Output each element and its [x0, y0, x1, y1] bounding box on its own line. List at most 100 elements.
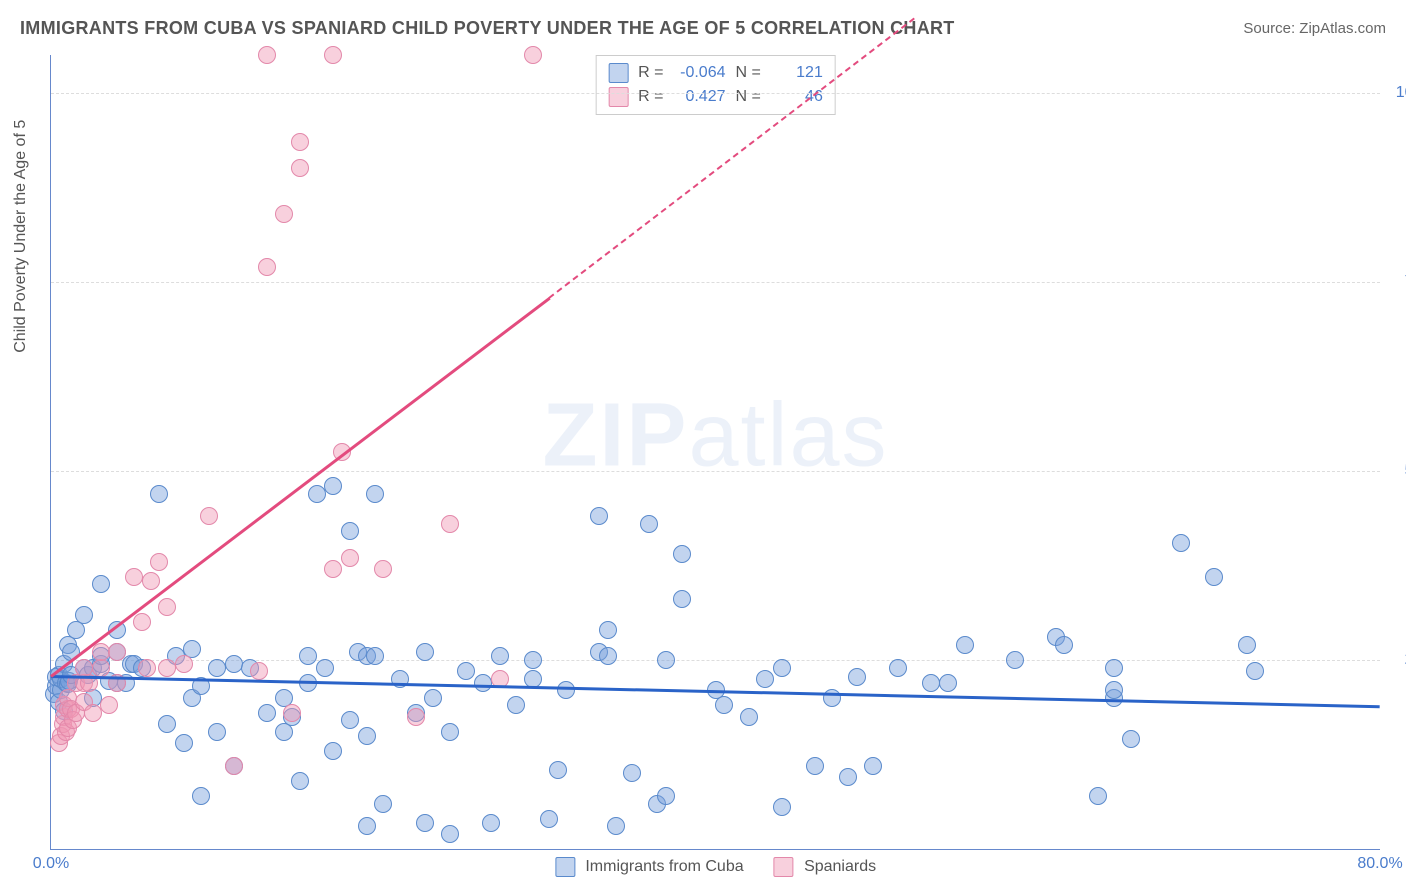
gridline	[51, 93, 1380, 94]
data-point	[1089, 787, 1107, 805]
data-point	[291, 159, 309, 177]
data-point	[341, 522, 359, 540]
data-point	[138, 659, 156, 677]
data-point	[491, 647, 509, 665]
stats-row: R = -0.064 N = 121	[608, 61, 823, 85]
r-value: -0.064	[674, 64, 726, 82]
data-point	[640, 515, 658, 533]
data-point	[599, 621, 617, 639]
legend-item: Spaniards	[774, 857, 877, 877]
r-label: R =	[638, 88, 663, 106]
data-point	[358, 817, 376, 835]
data-point	[416, 643, 434, 661]
data-point	[258, 704, 276, 722]
data-point	[258, 46, 276, 64]
data-point	[424, 689, 442, 707]
data-point	[407, 708, 425, 726]
x-tick-label: 80.0%	[1357, 855, 1402, 873]
data-point	[474, 674, 492, 692]
swatch-icon	[608, 63, 628, 83]
data-point	[75, 606, 93, 624]
data-point	[939, 674, 957, 692]
data-point	[1172, 534, 1190, 552]
swatch-icon	[555, 857, 575, 877]
data-point	[1122, 730, 1140, 748]
data-point	[839, 768, 857, 786]
data-point	[308, 485, 326, 503]
data-point	[806, 757, 824, 775]
source-label: Source:	[1243, 20, 1299, 37]
data-point	[291, 772, 309, 790]
data-point	[374, 795, 392, 813]
data-point	[1105, 681, 1123, 699]
data-point	[175, 655, 193, 673]
gridline	[51, 282, 1380, 283]
data-point	[1238, 636, 1256, 654]
chart-title: IMMIGRANTS FROM CUBA VS SPANIARD CHILD P…	[20, 18, 955, 39]
data-point	[108, 643, 126, 661]
data-point	[225, 655, 243, 673]
data-point	[441, 515, 459, 533]
scatter-plot: ZIPatlas R = -0.064 N = 121 R = 0.427 N …	[50, 55, 1380, 850]
data-point	[1006, 651, 1024, 669]
data-point	[956, 636, 974, 654]
data-point	[150, 553, 168, 571]
data-point	[250, 662, 268, 680]
legend-label: Spaniards	[804, 858, 876, 875]
n-label: N =	[736, 88, 761, 106]
data-point	[341, 711, 359, 729]
data-point	[1105, 659, 1123, 677]
data-point	[283, 704, 301, 722]
y-tick-label: 25.0%	[1390, 651, 1406, 669]
data-point	[158, 598, 176, 616]
data-point	[457, 662, 475, 680]
data-point	[358, 727, 376, 745]
data-point	[524, 46, 542, 64]
data-point	[324, 742, 342, 760]
y-tick-label: 75.0%	[1390, 273, 1406, 291]
data-point	[540, 810, 558, 828]
data-point	[208, 659, 226, 677]
data-point	[258, 258, 276, 276]
data-point	[607, 817, 625, 835]
data-point	[590, 507, 608, 525]
data-point	[125, 568, 143, 586]
data-point	[889, 659, 907, 677]
data-point	[773, 659, 791, 677]
data-point	[275, 205, 293, 223]
data-point	[299, 647, 317, 665]
data-point	[92, 643, 110, 661]
data-point	[100, 696, 118, 714]
data-point	[416, 814, 434, 832]
n-value: 121	[771, 64, 823, 82]
data-point	[366, 485, 384, 503]
data-point	[291, 133, 309, 151]
gridline	[51, 471, 1380, 472]
data-point	[773, 798, 791, 816]
legend-label: Immigrants from Cuba	[585, 858, 743, 875]
y-axis-label: Child Poverty Under the Age of 5	[12, 120, 30, 353]
data-point	[324, 477, 342, 495]
data-point	[200, 507, 218, 525]
data-point	[142, 572, 160, 590]
data-point	[175, 734, 193, 752]
r-label: R =	[638, 64, 663, 82]
stats-row: R = 0.427 N = 46	[608, 85, 823, 109]
source-link[interactable]: ZipAtlas.com	[1299, 20, 1386, 37]
data-point	[823, 689, 841, 707]
watermark: ZIPatlas	[542, 385, 888, 488]
r-value: 0.427	[674, 88, 726, 106]
data-point	[599, 647, 617, 665]
data-point	[673, 590, 691, 608]
data-point	[324, 46, 342, 64]
data-point	[316, 659, 334, 677]
data-point	[324, 560, 342, 578]
n-value: 46	[771, 88, 823, 106]
trend-line	[50, 297, 550, 677]
data-point	[922, 674, 940, 692]
data-point	[150, 485, 168, 503]
data-point	[557, 681, 575, 699]
data-point	[507, 696, 525, 714]
x-tick-label: 0.0%	[33, 855, 69, 873]
swatch-icon	[774, 857, 794, 877]
